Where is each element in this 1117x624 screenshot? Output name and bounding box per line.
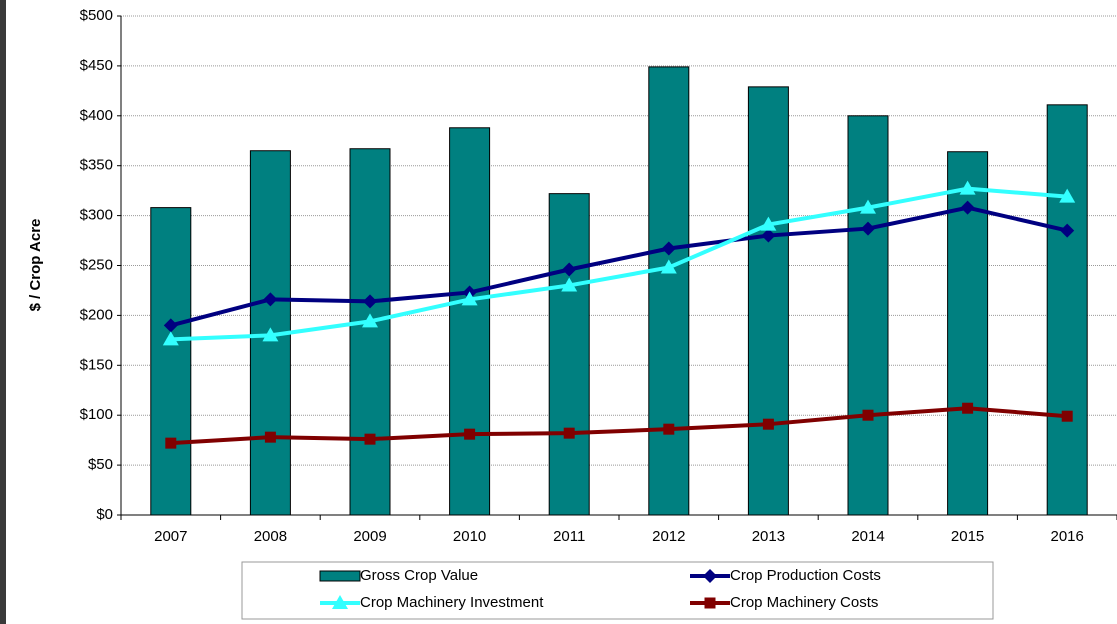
- point: [962, 402, 974, 414]
- y-tick-label: $400: [80, 107, 113, 124]
- point: [461, 291, 478, 306]
- point: [761, 228, 776, 243]
- x-tick-label: 2007: [154, 528, 187, 545]
- bar: [1046, 104, 1088, 516]
- point: [364, 433, 376, 445]
- point: [263, 292, 278, 307]
- line: [170, 186, 1068, 342]
- y-tick-label: $300: [80, 207, 113, 224]
- legend-marker: [703, 569, 717, 583]
- point: [464, 428, 476, 440]
- point: [960, 200, 975, 215]
- point: [760, 216, 777, 231]
- point: [762, 418, 774, 430]
- point: [262, 327, 279, 342]
- y-tick-label: $350: [80, 157, 113, 174]
- bar: [548, 193, 590, 516]
- point: [363, 294, 377, 309]
- bar: [349, 148, 391, 516]
- legend-label: Gross Crop Value: [360, 567, 478, 584]
- legend-swatch: [319, 570, 361, 582]
- legend-marker: [704, 597, 716, 609]
- legend-label: Crop Machinery Costs: [730, 594, 878, 611]
- y-tick-label: $450: [80, 57, 113, 74]
- point: [862, 409, 874, 421]
- x-tick-label: 2015: [951, 528, 984, 545]
- point: [163, 318, 178, 333]
- bar: [747, 86, 789, 516]
- y-tick-label: $250: [80, 256, 113, 273]
- left-border: [0, 0, 6, 624]
- legend-label: Crop Machinery Investment: [360, 594, 544, 611]
- point: [563, 427, 575, 439]
- y-tick-label: $200: [80, 306, 113, 323]
- x-tick-label: 2014: [851, 528, 884, 545]
- point: [561, 277, 578, 292]
- x-tick-label: 2013: [752, 528, 785, 545]
- point: [959, 180, 976, 195]
- legend-marker: [332, 595, 348, 609]
- y-tick-label: $50: [88, 456, 113, 473]
- y-tick-label: $150: [80, 356, 113, 373]
- point: [362, 313, 378, 328]
- x-tick-label: 2008: [254, 528, 287, 545]
- x-tick-label: 2016: [1051, 528, 1084, 545]
- y-tick-label: $100: [80, 406, 113, 423]
- point: [861, 221, 875, 236]
- bar: [150, 207, 192, 516]
- y-axis-label: $ / Crop Acre: [27, 219, 44, 312]
- line: [170, 205, 1068, 328]
- point: [162, 331, 179, 346]
- x-tick-label: 2012: [652, 528, 685, 545]
- point: [661, 241, 676, 256]
- point: [264, 431, 276, 443]
- point: [1059, 188, 1076, 203]
- point: [660, 259, 677, 274]
- y-tick-label: $500: [80, 7, 113, 24]
- line: [170, 406, 1068, 446]
- legend-box: [241, 561, 994, 620]
- x-tick-label: 2009: [353, 528, 386, 545]
- bar: [449, 127, 491, 516]
- x-tick-label: 2010: [453, 528, 486, 545]
- point: [1060, 223, 1075, 238]
- legend-label: Crop Production Costs: [730, 567, 881, 584]
- x-tick-label: 2011: [553, 528, 585, 545]
- point: [562, 262, 577, 277]
- bar: [648, 66, 690, 516]
- y-tick-label: $0: [96, 506, 113, 523]
- point: [663, 423, 675, 435]
- bar: [847, 115, 889, 516]
- point: [1061, 410, 1073, 422]
- point: [165, 437, 177, 449]
- point: [860, 199, 876, 214]
